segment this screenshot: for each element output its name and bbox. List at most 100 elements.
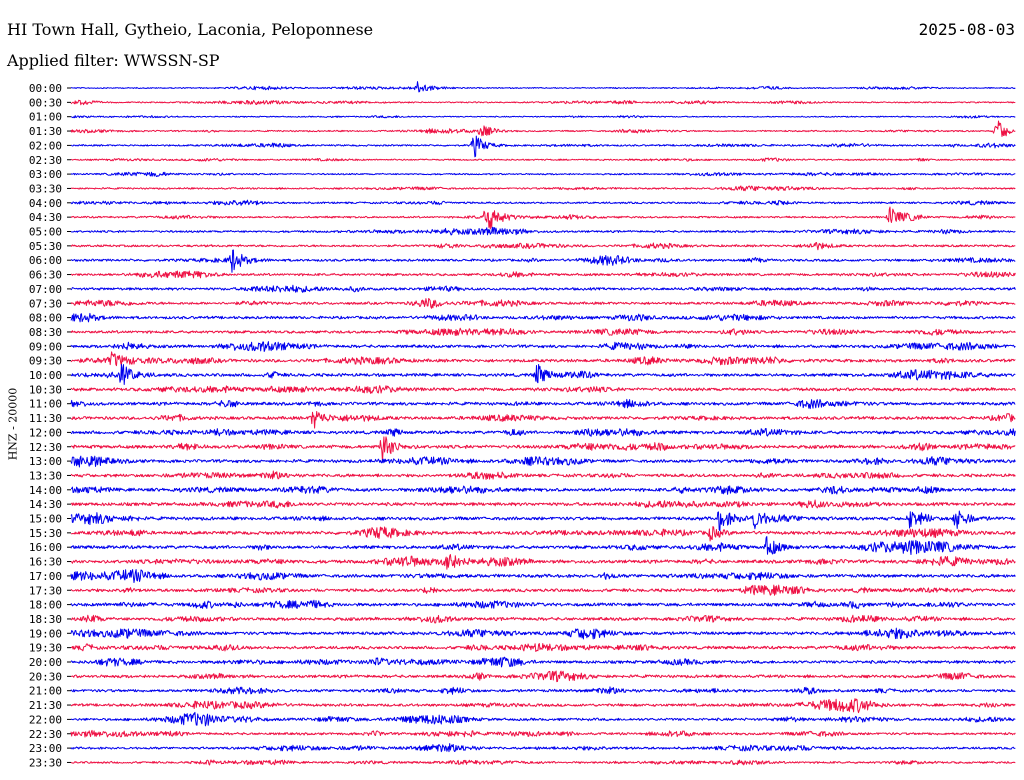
row-label: 06:30 (29, 269, 62, 282)
row-label: 06:00 (29, 254, 62, 267)
trace-row-0930 (70, 351, 1016, 367)
trace-row-1030 (70, 385, 1016, 394)
row-label: 00:30 (29, 96, 62, 109)
row-label: 19:30 (29, 642, 62, 655)
row-label: 12:00 (29, 426, 62, 439)
trace-row-0100 (70, 114, 1016, 119)
row-label: 16:30 (29, 556, 62, 569)
trace-row-1300 (70, 455, 1016, 468)
row-label: 04:30 (29, 211, 62, 224)
row-label: 09:30 (29, 355, 62, 368)
trace-row-1900 (70, 627, 1016, 640)
row-label: 17:30 (29, 584, 62, 597)
row-label: 09:00 (29, 340, 62, 353)
row-label: 20:00 (29, 656, 62, 669)
trace-row-1830 (70, 614, 1016, 624)
row-label: 10:30 (29, 383, 62, 396)
row-label: 16:00 (29, 541, 62, 554)
row-label: 07:00 (29, 283, 62, 296)
trace-row-0430 (70, 206, 1016, 230)
row-label: 11:30 (29, 412, 62, 425)
trace-row-0000 (70, 81, 1016, 93)
trace-row-0630 (70, 270, 1016, 279)
trace-row-2030 (70, 670, 1016, 683)
row-label: 02:00 (29, 139, 62, 152)
trace-row-0030 (70, 99, 1016, 106)
trace-row-1430 (70, 499, 1016, 509)
row-label: 21:30 (29, 699, 62, 712)
row-label: 13:00 (29, 455, 62, 468)
trace-row-1400 (70, 485, 1016, 495)
chart-date: 2025-08-03 (918, 20, 1015, 39)
trace-row-0800 (70, 312, 1016, 323)
row-label: 18:30 (29, 613, 62, 626)
trace-row-1530 (70, 526, 1016, 542)
row-label: 03:30 (29, 182, 62, 195)
row-label: 01:30 (29, 125, 62, 138)
row-label: 20:30 (29, 670, 62, 683)
row-label: 13:30 (29, 469, 62, 482)
trace-row-2130 (70, 698, 1016, 714)
trace-row-1630 (70, 554, 1016, 570)
trace-row-1730 (70, 584, 1016, 596)
trace-row-1500 (70, 510, 1016, 532)
row-label: 05:30 (29, 240, 62, 253)
trace-row-1130 (70, 410, 1016, 429)
trace-row-0700 (70, 284, 1016, 293)
row-label: 02:30 (29, 154, 62, 167)
row-label: 01:00 (29, 111, 62, 124)
trace-row-0500 (70, 226, 1016, 236)
trace-row-1330 (70, 470, 1016, 480)
row-label: 14:30 (29, 498, 62, 511)
trace-row-0330 (70, 185, 1016, 192)
trace-row-1000 (70, 363, 1016, 385)
chart-title: HI Town Hall, Gytheio, Laconia, Peloponn… (7, 20, 374, 39)
trace-row-1200 (70, 428, 1016, 437)
row-label: 23:30 (29, 756, 62, 769)
trace-row-0730 (70, 297, 1016, 309)
row-label: 14:00 (29, 484, 62, 497)
row-label: 23:00 (29, 742, 62, 755)
row-label: 11:00 (29, 398, 62, 411)
row-label: 08:00 (29, 312, 62, 325)
row-label: 03:00 (29, 168, 62, 181)
row-label: 00:00 (29, 82, 62, 95)
row-label: 21:00 (29, 685, 62, 698)
chart-subtitle: Applied filter: WWSSN-SP (7, 51, 220, 70)
trace-row-2000 (70, 656, 1016, 668)
row-label: 15:30 (29, 527, 62, 540)
row-label: 12:30 (29, 441, 62, 454)
trace-row-0130 (70, 120, 1016, 137)
trace-row-2200 (70, 711, 1016, 727)
trace-row-0830 (70, 327, 1016, 336)
row-label: 04:00 (29, 197, 62, 210)
trace-row-0530 (70, 242, 1016, 251)
row-label: 22:00 (29, 713, 62, 726)
trace-row-0900 (70, 341, 1016, 352)
trace-row-0200 (70, 135, 1016, 158)
trace-row-1600 (70, 536, 1016, 556)
row-label: 10:00 (29, 369, 62, 382)
row-label: 17:00 (29, 570, 62, 583)
row-label: 19:00 (29, 627, 62, 640)
row-label: 22:30 (29, 728, 62, 741)
row-label: 08:30 (29, 326, 62, 339)
row-label: 18:00 (29, 599, 62, 612)
row-label: 15:00 (29, 513, 62, 526)
trace-row-1100 (70, 398, 1016, 410)
trace-row-0230 (70, 157, 1016, 162)
row-label: 05:00 (29, 226, 62, 239)
trace-row-0300 (70, 171, 1016, 177)
trace-row-2330 (70, 759, 1016, 766)
trace-row-2230 (70, 729, 1016, 738)
trace-row-0600 (70, 249, 1016, 273)
trace-row-1700 (70, 569, 1016, 584)
trace-row-0400 (70, 199, 1016, 206)
trace-row-1230 (70, 436, 1016, 463)
trace-row-1930 (70, 643, 1016, 652)
row-label: 07:30 (29, 297, 62, 310)
trace-row-1800 (70, 599, 1016, 609)
trace-row-2100 (70, 686, 1016, 695)
trace-row-2300 (70, 743, 1016, 753)
